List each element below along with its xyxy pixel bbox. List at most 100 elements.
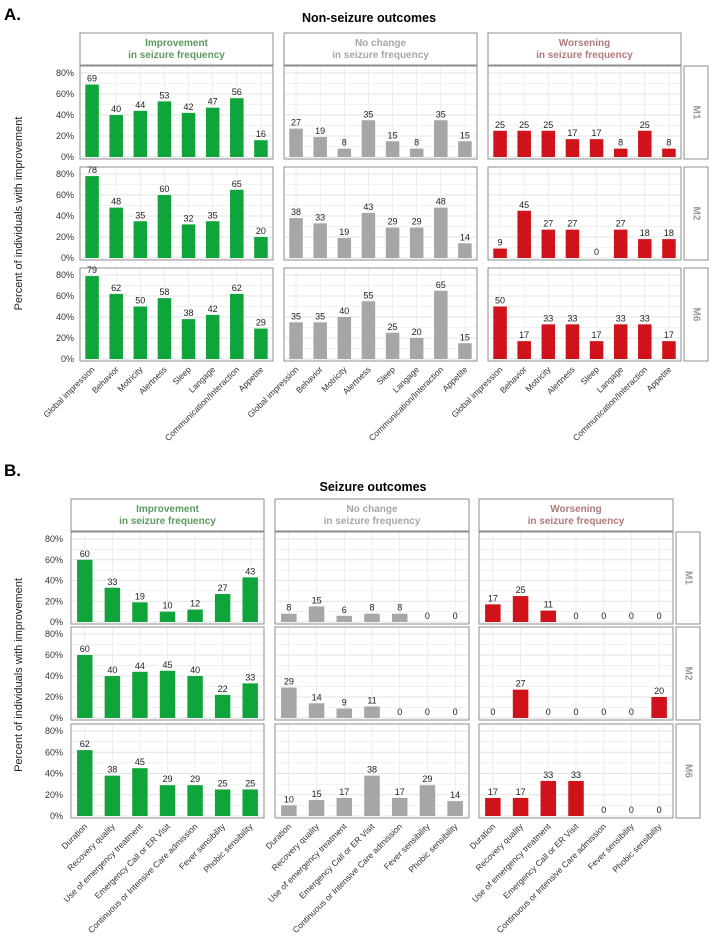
- x-tick-label: Phobic sensibility: [406, 821, 460, 875]
- data-label: 27: [616, 219, 626, 229]
- x-tick-label: Phobic sensibility: [201, 821, 255, 875]
- bar: [385, 141, 400, 157]
- row-header-strip: [675, 531, 701, 625]
- column-header-label: in seizure frequency: [324, 516, 421, 527]
- data-label: 0: [453, 707, 458, 717]
- data-label: 8: [618, 138, 623, 148]
- x-tick-label: Recovery quality: [269, 821, 321, 873]
- y-tick-label: 40%: [45, 769, 63, 779]
- data-label: 0: [546, 707, 551, 717]
- data-label: 25: [245, 778, 255, 788]
- y-tick-label: 40%: [45, 671, 63, 681]
- bar: [638, 130, 652, 157]
- panel-frame: [79, 267, 274, 362]
- data-label: 62: [111, 283, 121, 293]
- data-label: 48: [436, 197, 446, 207]
- bar: [361, 212, 376, 258]
- bar: [132, 768, 148, 816]
- bar: [181, 224, 196, 258]
- data-label: 33: [245, 672, 255, 682]
- column-header-label: Improvement: [136, 504, 199, 515]
- column-header-label: Improvement: [145, 38, 208, 49]
- data-label: 0: [594, 247, 599, 257]
- data-label: 33: [616, 313, 626, 323]
- data-label: 27: [291, 118, 301, 128]
- data-label: 0: [629, 611, 634, 621]
- bar: [613, 324, 628, 359]
- panel-frame: [487, 166, 682, 261]
- bar: [541, 324, 556, 359]
- column-header-strip: [70, 498, 265, 532]
- bar: [157, 298, 172, 359]
- data-label: 17: [488, 593, 498, 603]
- bar: [485, 797, 501, 816]
- y-tick-label: 0%: [61, 354, 74, 364]
- bar: [77, 750, 93, 816]
- panel-frame: [283, 267, 478, 362]
- data-label: 65: [232, 179, 242, 189]
- bar: [230, 98, 244, 157]
- bar: [361, 301, 376, 359]
- bar: [336, 708, 353, 718]
- panel-letter: A.: [4, 5, 21, 24]
- data-label: 35: [315, 311, 325, 321]
- data-label: 45: [519, 200, 529, 210]
- bar: [77, 655, 93, 718]
- bar: [289, 128, 303, 157]
- bar: [109, 293, 123, 359]
- data-label: 25: [388, 322, 398, 332]
- x-tick-label: Behavior: [294, 364, 325, 395]
- data-label: 43: [363, 202, 373, 212]
- data-label: 0: [453, 611, 458, 621]
- bar: [409, 148, 424, 157]
- row-header-strip: [675, 626, 701, 721]
- bar: [337, 148, 352, 157]
- bar: [85, 276, 99, 359]
- data-label: 8: [286, 603, 291, 613]
- data-label: 25: [495, 120, 505, 130]
- data-label: 19: [339, 227, 349, 237]
- y-tick-label: 60%: [56, 291, 74, 301]
- bar: [157, 195, 172, 258]
- data-label: 16: [256, 129, 266, 139]
- column-header-strip: [478, 498, 674, 532]
- bar: [336, 615, 353, 622]
- bar: [434, 120, 448, 157]
- data-label: 38: [291, 207, 301, 217]
- row-header-label: M1: [690, 106, 701, 120]
- row-header-strip: [675, 723, 701, 819]
- bar: [187, 609, 203, 622]
- bar: [205, 221, 220, 258]
- bar: [434, 290, 448, 359]
- data-label: 60: [159, 184, 169, 194]
- data-label: 40: [190, 665, 200, 675]
- bar: [109, 115, 123, 157]
- bar: [254, 140, 268, 157]
- bar: [364, 613, 380, 622]
- bar: [132, 602, 148, 622]
- y-tick-label: 40%: [56, 211, 74, 221]
- data-label: 78: [87, 165, 97, 175]
- data-label: 15: [460, 130, 470, 140]
- data-label: 35: [291, 311, 301, 321]
- data-label: 42: [184, 102, 194, 112]
- data-label: 79: [87, 265, 97, 275]
- data-label: 25: [640, 120, 650, 130]
- y-tick-label: 0%: [50, 617, 63, 627]
- bar: [493, 248, 507, 258]
- y-axis-label: Percent of individuals with improvement: [13, 578, 25, 772]
- chart-title: Non-seizure outcomes: [302, 11, 436, 25]
- data-label: 27: [567, 219, 577, 229]
- x-tick-label: Behavior: [498, 364, 529, 395]
- data-label: 0: [629, 707, 634, 717]
- y-tick-label: 80%: [45, 629, 63, 639]
- data-label: 0: [657, 611, 662, 621]
- bar: [662, 239, 676, 258]
- row-header-strip: [683, 166, 709, 261]
- bar: [336, 797, 353, 816]
- data-label: 8: [397, 603, 402, 613]
- data-label: 40: [111, 104, 121, 114]
- data-label: 40: [107, 665, 117, 675]
- bar: [568, 780, 584, 816]
